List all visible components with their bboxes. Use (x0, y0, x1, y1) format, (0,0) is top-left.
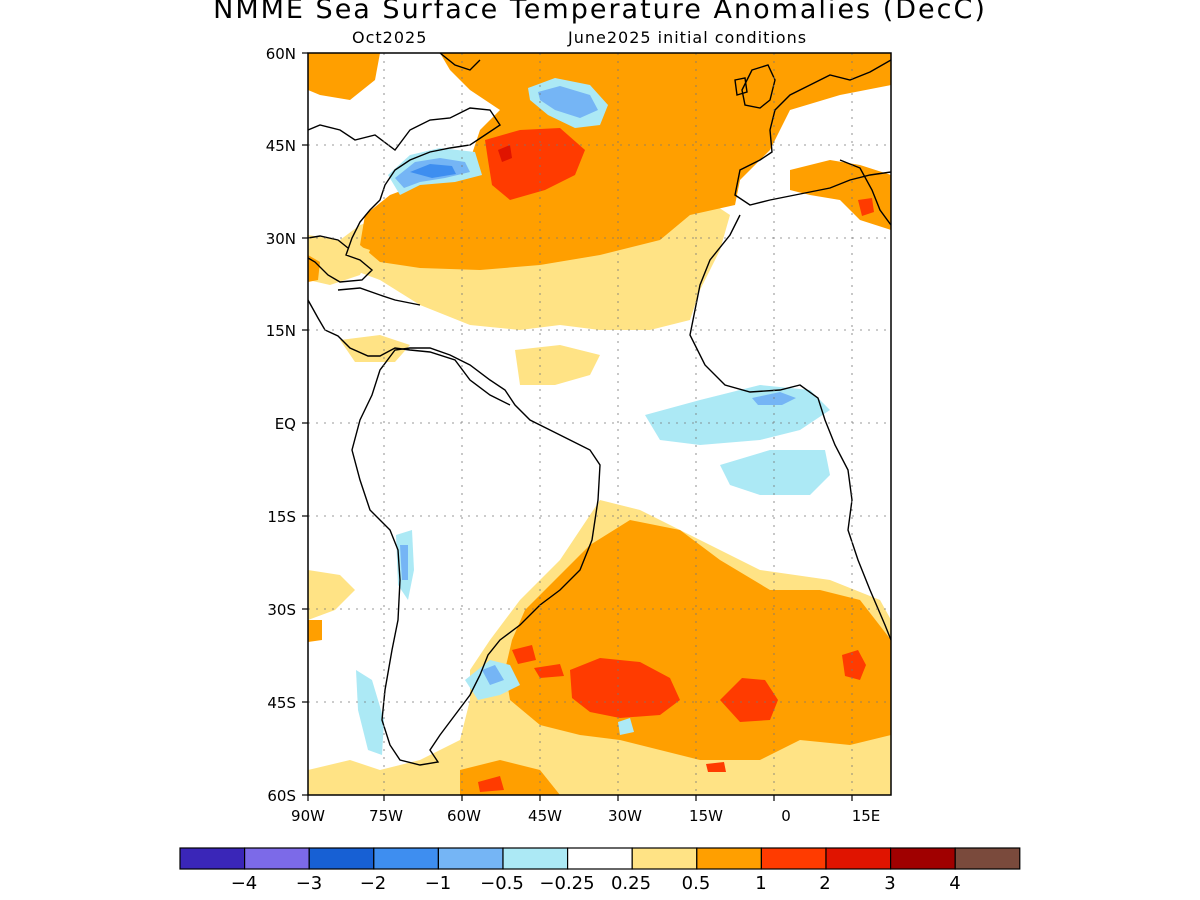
colorbar-label: 3 (884, 873, 895, 894)
forecast-month: Oct2025 (352, 28, 428, 47)
anomaly-region (308, 235, 370, 285)
lat-label: 15S (267, 508, 296, 526)
anomaly-region (618, 718, 634, 735)
colorbar-swatch (244, 847, 310, 870)
lon-label: 30W (608, 807, 642, 825)
colorbar-swatch (373, 847, 439, 870)
lat-label: 30S (267, 601, 296, 619)
map-title: NMME Sea Surface Temperature Anomalies (… (213, 0, 987, 25)
ticks (302, 52, 853, 801)
colorbar-label: 4 (949, 873, 960, 894)
colorbar-swatch (825, 847, 892, 870)
colorbar-swatch (954, 847, 1021, 870)
anomaly-region (308, 620, 322, 642)
colorbar-label: 2 (819, 873, 830, 894)
lat-label: 60N (266, 45, 296, 63)
lat-label: 15N (266, 322, 296, 340)
lat-label: EQ (275, 415, 296, 433)
colorbar-label: −4 (231, 873, 258, 894)
europe-coast (734, 59, 891, 206)
anomaly-region (410, 164, 456, 178)
colorbar-label: 0.5 (682, 873, 711, 894)
colorbar-swatch (760, 847, 827, 870)
lat-labels: 60N 45N 30N 15N EQ 15S 30S 45S 60S (266, 45, 296, 805)
colorbar-swatch (566, 847, 633, 870)
colorbar-swatch (308, 847, 375, 870)
colorbar-label: −3 (296, 873, 323, 894)
colorbar-label: −1 (425, 873, 452, 894)
anomaly-region (720, 678, 778, 722)
anomaly-region (570, 658, 680, 718)
lat-label: 30N (266, 230, 296, 248)
colorbar-swatch (179, 847, 246, 870)
anomaly-region (858, 198, 874, 216)
graticule (308, 53, 891, 795)
colorbar-label: −2 (360, 873, 387, 894)
anomaly-region (538, 86, 598, 118)
anomaly-region (356, 670, 384, 755)
coastlines (308, 53, 891, 766)
anomaly-region (478, 776, 504, 792)
colorbar-swatch (696, 847, 762, 870)
colorbar-labels: −4 −3 −2 −1 −0.5 −0.25 0.25 0.5 1 2 3 4 (231, 873, 961, 894)
central-america-coast (308, 299, 511, 406)
lon-label: 60W (447, 807, 481, 825)
anomaly-region (706, 762, 726, 772)
lon-label: 90W (291, 807, 325, 825)
anomaly-region (515, 345, 600, 385)
colorbar-swatch (631, 847, 698, 870)
colorbar (179, 847, 1021, 870)
colorbar-swatch (889, 847, 956, 870)
colorbar-swatch (437, 847, 504, 870)
lon-label: 15E (852, 807, 881, 825)
lon-label: 45W (528, 807, 562, 825)
uk-coast (741, 64, 776, 109)
colorbar-label: −0.5 (480, 873, 524, 894)
anomaly-field (308, 53, 891, 795)
lat-label: 60S (267, 787, 296, 805)
africa-coast (689, 214, 891, 641)
anomaly-region (498, 145, 512, 162)
anomaly-region (720, 450, 830, 495)
north-america-coast (308, 107, 501, 283)
anomaly-region (482, 665, 504, 685)
anomaly-region (308, 570, 355, 620)
anomaly-region (534, 664, 564, 678)
colorbar-swatch (502, 847, 569, 870)
lon-label: 0 (781, 807, 791, 825)
colorbar-label: −0.25 (539, 873, 594, 894)
anomaly-region (842, 650, 866, 680)
lon-label: 15W (689, 807, 723, 825)
lon-labels: 90W 75W 60W 45W 30W 15W 0 15E (291, 807, 880, 825)
anomaly-region (340, 335, 410, 362)
anomaly-region (400, 545, 408, 580)
lat-label: 45S (267, 694, 296, 712)
anomaly-region (308, 53, 380, 100)
map-frame (307, 52, 892, 796)
lon-label: 75W (369, 807, 403, 825)
anomaly-region (512, 645, 536, 664)
initial-conditions: June2025 initial conditions (568, 28, 808, 47)
anomaly-region (308, 255, 320, 282)
south-america-coast (351, 347, 601, 766)
colorbar-label: 0.25 (611, 873, 651, 894)
lat-label: 45N (266, 137, 296, 155)
colorbar-label: 1 (755, 873, 766, 894)
